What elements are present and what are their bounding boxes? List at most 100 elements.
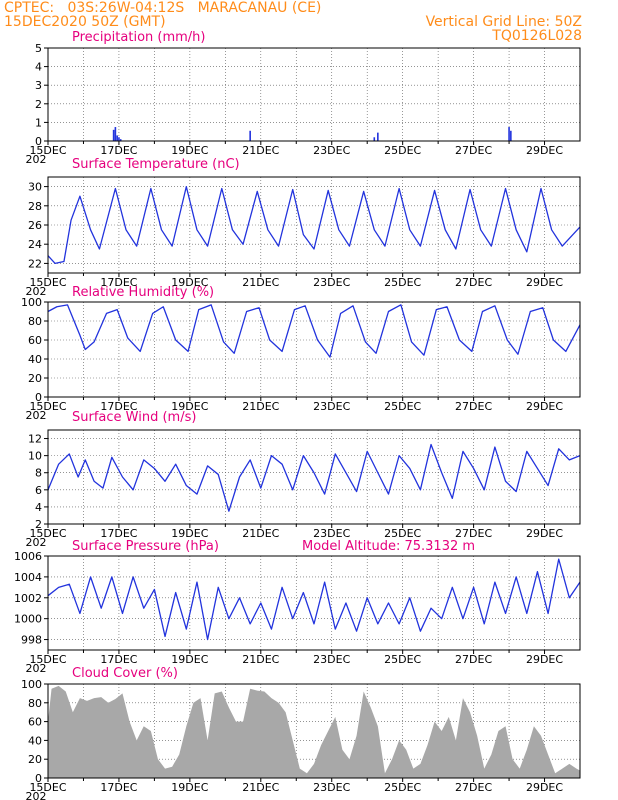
series-line: [47, 558, 581, 641]
series-line: [47, 185, 581, 265]
panel-2: 22 24 26 28 30 15DEC 17DEC 19DEC 21DEC 23DEC 25DEC…: [26, 157, 581, 298]
header-station-info: CPTEC: 03S:26W-04:12S MARACANAU (CE): [4, 0, 322, 16]
y-tick-label: 1004: [14, 571, 42, 584]
y-tick-label: 998: [21, 634, 42, 647]
y-tick-label: 2: [35, 98, 42, 111]
x-tick-label: 17DEC: [100, 144, 137, 157]
panel-annotation: Model Altitude: 75.3132 m: [302, 539, 475, 554]
x-tick-label: 15DEC: [29, 144, 66, 157]
panel-title: Cloud Cover (%): [72, 666, 178, 681]
x-tick-label: 21DEC: [242, 144, 279, 157]
x-tick-label: 29DEC: [526, 400, 563, 413]
y-tick-label: 40: [28, 734, 42, 747]
x-tick-label: 23DEC: [313, 653, 350, 666]
x-tick-label: 25DEC: [384, 653, 421, 666]
x-tick-label: 27DEC: [455, 653, 492, 666]
y-tick-label: 60: [28, 716, 42, 729]
x-tick-label: 25DEC: [384, 144, 421, 157]
precipitation-bar: [116, 135, 118, 141]
y-tick-label: 0: [35, 135, 42, 148]
y-tick-label: 100: [21, 678, 42, 691]
x-tick-label: 29DEC: [526, 144, 563, 157]
plot-frame: [47, 301, 581, 398]
panel-title: Surface Temperature (nC): [72, 157, 240, 172]
y-tick-label: 20: [28, 753, 42, 766]
panel-1: 0 1 2 3 4 5 15DEC 17DEC 19DEC 21DEC 23DEC 25DEC 27DE…: [26, 30, 581, 166]
x-tick-label: 23DEC: [313, 144, 350, 157]
y-tick-label: 80: [28, 697, 42, 710]
y-tick-label: 0: [35, 391, 42, 404]
y-tick-label: 4: [35, 501, 42, 514]
y-tick-label: 20: [28, 372, 42, 385]
x-tick-label: 29DEC: [526, 527, 563, 540]
y-tick-label: 28: [28, 200, 42, 213]
y-tick-label: 1002: [14, 592, 42, 605]
x-tick-label: 19DEC: [171, 276, 208, 289]
x-tick-label: 21DEC: [242, 400, 279, 413]
x-tick-label: 21DEC: [242, 527, 279, 540]
x-tick-label: 25DEC: [384, 400, 421, 413]
y-tick-label: 4: [35, 61, 42, 74]
x-tick-label: 21DEC: [242, 781, 279, 794]
y-tick-label: 26: [28, 219, 42, 232]
x-tick-label: 23DEC: [313, 276, 350, 289]
precipitation-bar: [114, 127, 117, 141]
y-tick-label: 100: [21, 296, 42, 309]
series-line: [47, 304, 581, 358]
precipitation-bar: [118, 137, 120, 141]
x-tick-label: 17DEC: [100, 276, 137, 289]
x-tick-label: 23DEC: [313, 400, 350, 413]
y-tick-label: 1000: [14, 613, 42, 626]
panel-title: Surface Wind (m/s): [72, 410, 196, 425]
x-tick-label: 15DEC: [29, 400, 66, 413]
x-tick-label: 27DEC: [455, 144, 492, 157]
x-tick-label: 25DEC: [384, 781, 421, 794]
x-tick-label: 27DEC: [455, 527, 492, 540]
x-tick-label: 17DEC: [100, 527, 137, 540]
plot-frame: [47, 47, 581, 142]
x-tick-label: 21DEC: [242, 276, 279, 289]
y-tick-label: 2: [35, 518, 42, 531]
x-year-fragment: 202: [26, 153, 47, 166]
precipitation-bar: [508, 127, 510, 141]
y-tick-label: 80: [28, 315, 42, 328]
panel-6: 0 20 40 60 80 100 15DEC 17DEC 19DEC 21DEC 23DEC 25D…: [21, 666, 581, 800]
panel-4: 2 4 6 8 10 12 15DEC 17DEC 19DEC 21DEC 23DEC 25DEC 27…: [26, 410, 581, 549]
x-tick-label: 25DEC: [384, 276, 421, 289]
y-tick-label: 24: [28, 238, 42, 251]
panel-title: Relative Humidity (%): [72, 285, 214, 300]
x-tick-label: 21DEC: [242, 653, 279, 666]
y-tick-label: 12: [28, 433, 42, 446]
x-tick-label: 27DEC: [455, 781, 492, 794]
x-year-fragment: 202: [26, 409, 47, 422]
plot-frame: [47, 176, 581, 274]
y-tick-label: 0: [35, 772, 42, 785]
x-tick-label: 23DEC: [313, 527, 350, 540]
x-tick-label: 25DEC: [384, 527, 421, 540]
x-tick-label: 15DEC: [29, 527, 66, 540]
panel-title: Precipitation (mm/h): [72, 30, 205, 45]
x-tick-label: 19DEC: [171, 653, 208, 666]
x-tick-label: 27DEC: [455, 276, 492, 289]
y-tick-label: 6: [35, 484, 42, 497]
y-tick-label: 30: [28, 181, 42, 194]
y-tick-label: 40: [28, 353, 42, 366]
x-tick-label: 29DEC: [526, 276, 563, 289]
x-year-fragment: 202: [26, 790, 47, 800]
series-line: [47, 443, 581, 512]
x-tick-label: 29DEC: [526, 653, 563, 666]
x-tick-label: 15DEC: [29, 276, 66, 289]
precipitation-bar: [249, 130, 251, 141]
precipitation-bar: [377, 132, 379, 141]
y-tick-label: 1006: [14, 550, 42, 563]
panel-5: 998 1000 1002 1004 1006 15DEC 17DEC 19DEC 21DEC 2…: [14, 539, 581, 675]
y-tick-label: 22: [28, 257, 42, 270]
cloud-cover-area: [48, 685, 580, 778]
y-tick-label: 3: [35, 79, 42, 92]
x-tick-label: 29DEC: [526, 781, 563, 794]
y-tick-label: 5: [35, 42, 42, 55]
header-grid-info: Vertical Grid Line: 50Z: [425, 14, 582, 30]
precipitation-bar: [510, 130, 512, 141]
x-year-fragment: 202: [26, 285, 47, 298]
